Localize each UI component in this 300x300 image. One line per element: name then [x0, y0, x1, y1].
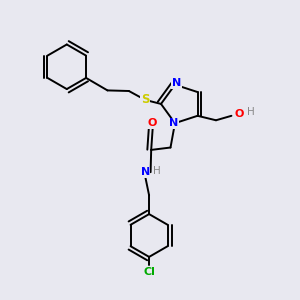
Text: H: H — [153, 166, 161, 176]
Text: Cl: Cl — [143, 267, 155, 277]
Text: N: N — [141, 167, 150, 177]
Text: H: H — [247, 107, 255, 117]
Text: O: O — [234, 109, 244, 119]
Text: N: N — [172, 78, 181, 88]
Text: O: O — [148, 118, 158, 128]
Text: S: S — [141, 93, 149, 106]
Text: N: N — [169, 118, 178, 128]
